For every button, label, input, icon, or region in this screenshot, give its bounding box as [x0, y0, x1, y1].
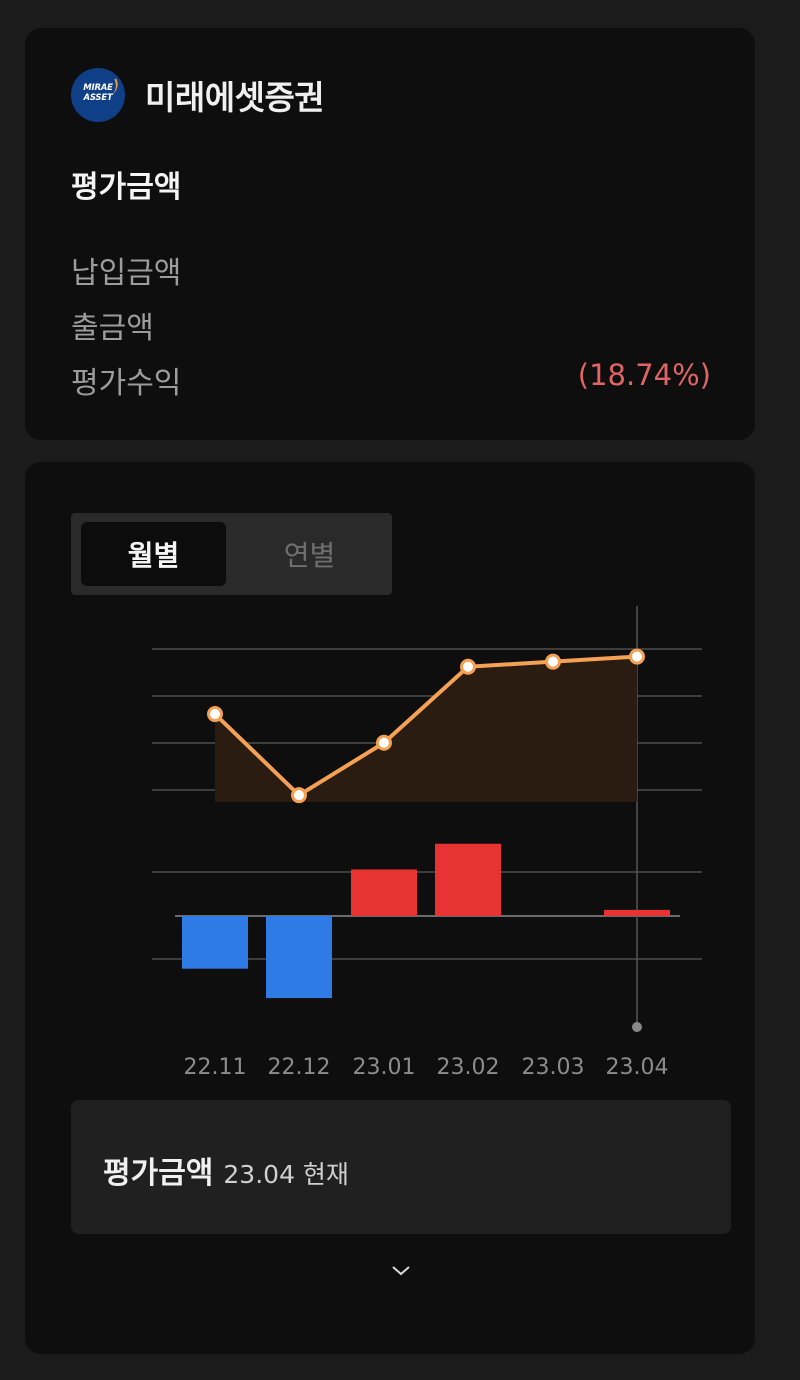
- line-point-22.12: [291, 787, 307, 804]
- x-tick-label: 23.04: [606, 1055, 669, 1080]
- x-tick-label: 23.02: [437, 1055, 500, 1080]
- selection-marker-dot: [632, 1022, 642, 1032]
- line-point-23.04: [629, 648, 645, 665]
- line-point-22.11: [207, 706, 223, 723]
- eval-amount-title: 평가금액: [71, 170, 182, 205]
- line-point-23.03: [545, 653, 561, 670]
- brand: MIRAE ASSET 미래에셋증권: [71, 68, 325, 122]
- deposit-label: 납입금액: [71, 256, 182, 291]
- info-label: 평가금액: [103, 1156, 214, 1191]
- bar-22.11: [182, 916, 248, 969]
- tab-monthly[interactable]: 월별: [81, 522, 226, 586]
- tab-yearly[interactable]: 연별: [283, 539, 336, 572]
- withdraw-label: 출금액: [71, 311, 154, 346]
- profit-label: 평가수익: [71, 366, 182, 401]
- mirae-asset-logo: MIRAE ASSET: [71, 68, 125, 122]
- info-date: 23.04 현재: [223, 1160, 349, 1189]
- bar-22.12: [266, 916, 332, 999]
- x-tick-label: 23.01: [353, 1055, 416, 1080]
- chart-card: 월별 연별 22.11 22.12 23.01 23.02 23.03 23.04 평가금…: [25, 462, 755, 1354]
- brand-name: 미래에셋증권: [145, 78, 325, 117]
- bar-23.01: [351, 869, 417, 916]
- line-point-23.02: [460, 658, 476, 675]
- profit-percent: (18.74%): [577, 358, 711, 392]
- account-summary-card: MIRAE ASSET 미래에셋증권 평가금액 납입금액 출금액 평가수익 (1…: [25, 28, 755, 440]
- bar-23.04: [604, 909, 670, 916]
- eval-info-box: 평가금액 23.04 현재: [71, 1100, 731, 1234]
- line-series: [213, 654, 638, 798]
- line-area-fill: [215, 656, 637, 802]
- period-toggle: 월별 연별: [71, 513, 392, 595]
- chevron-down-icon[interactable]: [392, 1262, 410, 1280]
- line-point-23.01: [376, 734, 392, 751]
- portfolio-chart[interactable]: 22.11 22.12 23.01 23.02 23.03 23.04: [25, 462, 755, 1354]
- profit-row: 평가수익 (18.74%): [71, 358, 711, 402]
- x-tick-label: 22.12: [268, 1055, 331, 1080]
- x-tick-label: 22.11: [184, 1055, 247, 1080]
- x-tick-label: 23.03: [522, 1055, 585, 1080]
- deposit-row: 납입금액: [71, 248, 711, 292]
- withdraw-row: 출금액: [71, 303, 711, 347]
- bar-23.02: [435, 843, 501, 916]
